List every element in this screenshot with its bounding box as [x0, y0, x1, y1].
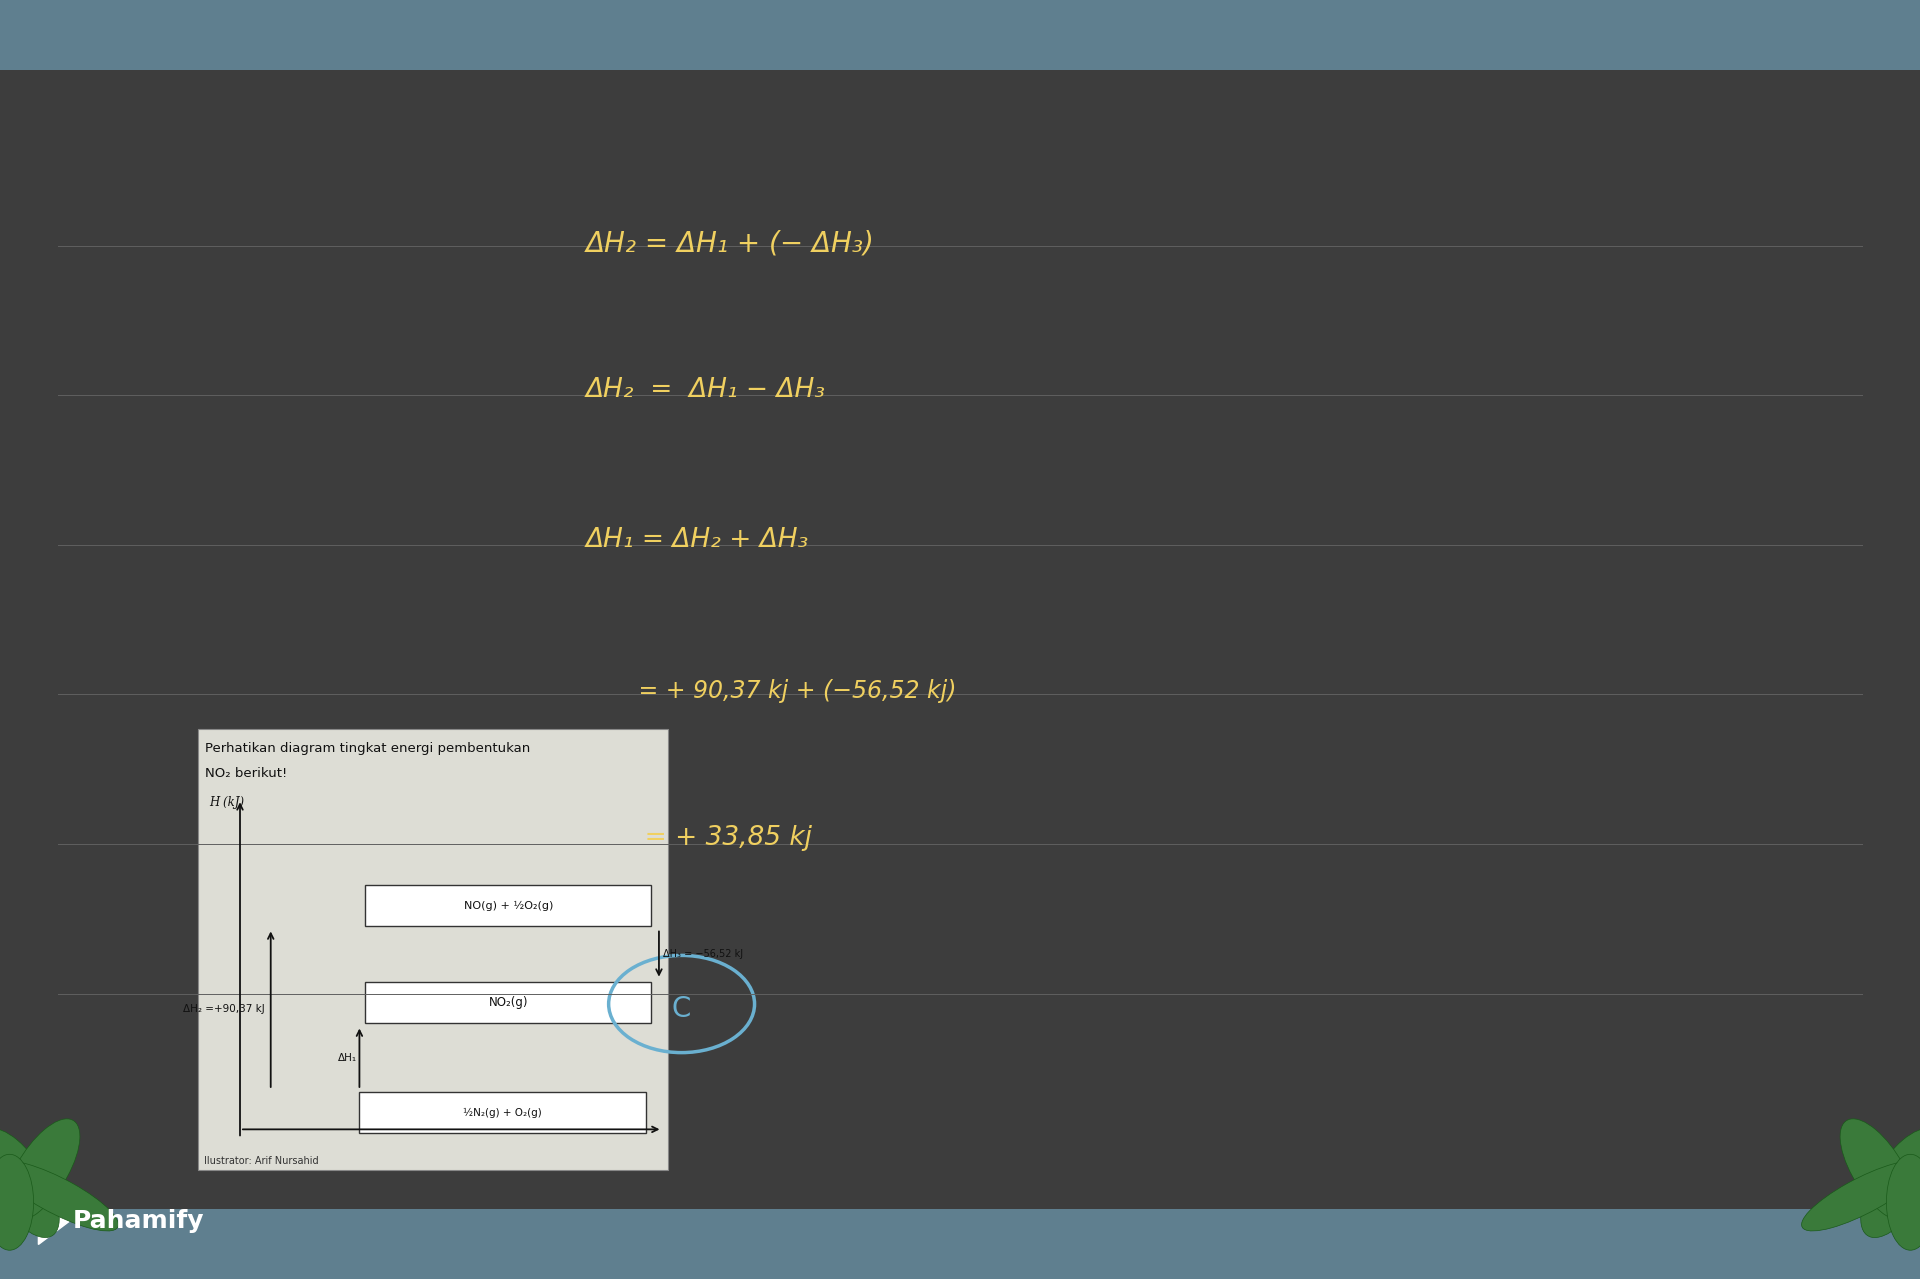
FancyBboxPatch shape	[365, 982, 651, 1023]
Text: Ilustrator: Arif Nursahid: Ilustrator: Arif Nursahid	[204, 1156, 319, 1166]
Text: ΔH₂  =  ΔH₁ − ΔH₃: ΔH₂ = ΔH₁ − ΔH₃	[586, 377, 826, 403]
Polygon shape	[38, 1198, 69, 1244]
Ellipse shape	[0, 1161, 119, 1230]
Ellipse shape	[0, 1154, 35, 1251]
Text: NO₂ berikut!: NO₂ berikut!	[205, 767, 288, 780]
Text: H (kJ): H (kJ)	[209, 796, 244, 808]
Text: = + 90,37 kj + (−56,52 kj): = + 90,37 kj + (−56,52 kj)	[586, 679, 956, 702]
Text: Perhatikan diagram tingkat energi pembentukan: Perhatikan diagram tingkat energi pemben…	[205, 742, 530, 755]
Text: ΔH₁: ΔH₁	[338, 1053, 357, 1063]
Ellipse shape	[1801, 1161, 1920, 1230]
Ellipse shape	[4, 1119, 81, 1221]
Text: C: C	[672, 995, 691, 1023]
Text: Pahamify: Pahamify	[73, 1210, 204, 1233]
Ellipse shape	[1839, 1119, 1916, 1221]
FancyBboxPatch shape	[359, 1092, 645, 1133]
Text: ΔH₂ =+90,37 kJ: ΔH₂ =+90,37 kJ	[182, 1004, 265, 1014]
Ellipse shape	[1885, 1154, 1920, 1251]
Ellipse shape	[1860, 1128, 1920, 1238]
FancyBboxPatch shape	[0, 0, 1920, 70]
Text: NO(g) + ½O₂(g): NO(g) + ½O₂(g)	[463, 900, 553, 911]
Ellipse shape	[0, 1128, 60, 1238]
FancyBboxPatch shape	[0, 1209, 1920, 1279]
Text: ΔH₃ = −56,52 kJ: ΔH₃ = −56,52 kJ	[662, 949, 743, 959]
Text: ½N₂(g) + O₂(g): ½N₂(g) + O₂(g)	[463, 1108, 541, 1118]
FancyBboxPatch shape	[365, 885, 651, 926]
Text: NO₂(g): NO₂(g)	[488, 996, 528, 1009]
Text: ΔH₁ = ΔH₂ + ΔH₃: ΔH₁ = ΔH₂ + ΔH₃	[586, 527, 808, 553]
Text: = + 33,85 kj: = + 33,85 kj	[586, 825, 812, 851]
Text: ΔH₂ = ΔH₁ + (− ΔH₃): ΔH₂ = ΔH₁ + (− ΔH₃)	[586, 229, 874, 257]
FancyBboxPatch shape	[198, 729, 668, 1170]
